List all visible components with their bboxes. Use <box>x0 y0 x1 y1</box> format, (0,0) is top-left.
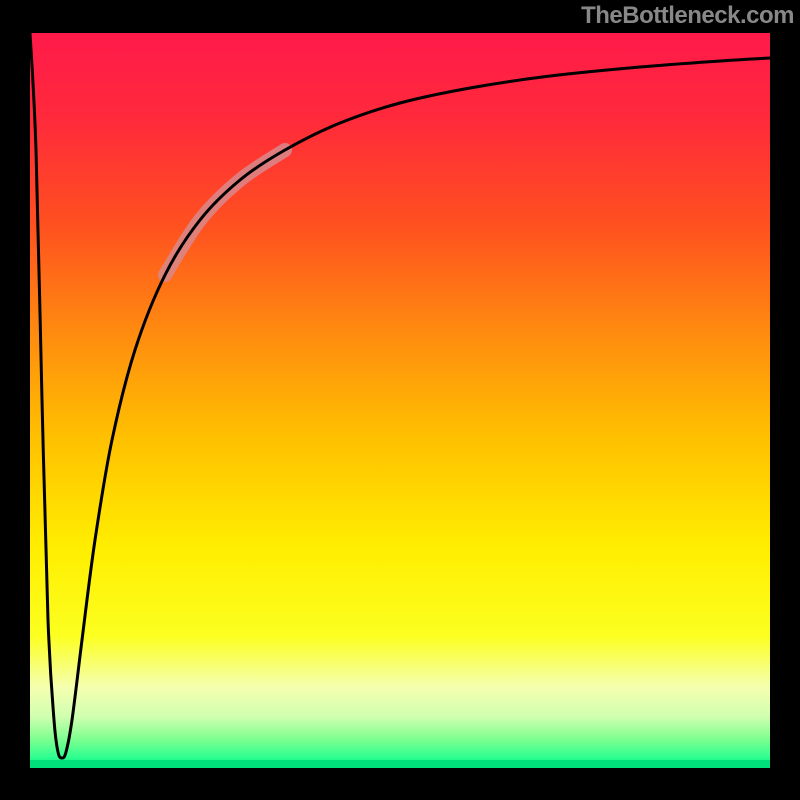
watermark-text: TheBottleneck.com <box>581 2 794 30</box>
chart-svg <box>0 0 800 800</box>
chart-container: TheBottleneck.com <box>0 0 800 800</box>
green-bottom-strip <box>30 760 770 768</box>
plot-background <box>30 33 770 768</box>
